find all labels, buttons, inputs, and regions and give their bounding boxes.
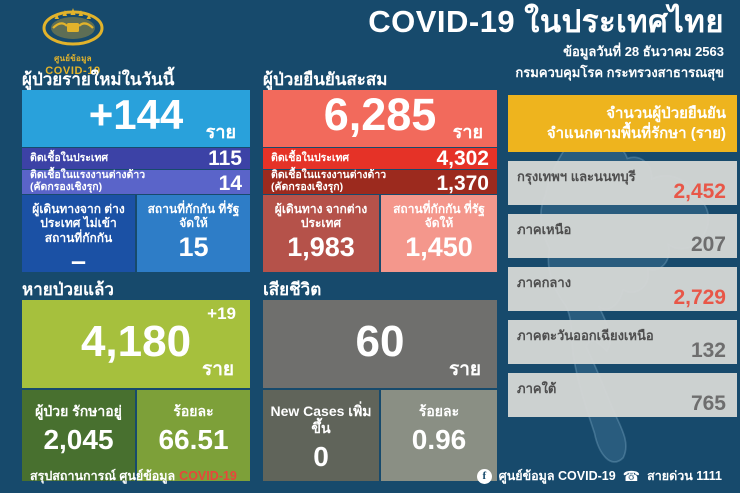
- cumulative-sub-boxes: ผู้เดินทาง จากต่างประเทศ 1,983 สถานที่กั…: [263, 195, 497, 272]
- page-title: COVID-19 ในประเทศไทย: [368, 4, 724, 39]
- stat-value: 115: [208, 147, 242, 170]
- data-date: ข้อมูลวันที่ 28 ธันวาคม 2563: [563, 43, 724, 59]
- stat-row-migrant-workers: ติดเชื้อในแรงงานต่างด้าว (คัดกรองเชิงรุก…: [263, 170, 497, 194]
- unit-label: ราย: [452, 122, 483, 142]
- recovered-total-box: +19 4,180 ราย: [22, 300, 250, 388]
- sub-value: 1,983: [287, 231, 355, 262]
- sub-label: ร้อยละ: [418, 403, 460, 419]
- stat-label: ติดเชื้อในแรงงานต่างด้าว (คัดกรองเชิงรุก…: [30, 169, 146, 193]
- footer-summary-text: สรุปสถานการณ์ ศูนย์ข้อมูล: [30, 469, 176, 483]
- sub-label: สถานที่กักกัน ที่รัฐจัดให้: [393, 202, 485, 231]
- travellers-from-abroad-box: ผู้เดินทาง จากต่างประเทศ 1,983: [263, 195, 379, 272]
- region-value: 2,729: [673, 285, 726, 309]
- region-value: 132: [690, 338, 726, 362]
- hotline-label: สายด่วน 1111: [647, 469, 722, 483]
- facebook-icon: f: [476, 468, 492, 484]
- panel-title: ผู้ป่วยยืนยันสะสม: [263, 70, 388, 89]
- header: COVID-19 ในประเทศไทย ข้อมูลวันที่ 28 ธัน…: [368, 4, 724, 83]
- region-label: ภาคกลาง: [517, 275, 572, 290]
- panel-title: ผู้ป่วยรายใหม่ในวันนี้: [22, 70, 175, 89]
- stat-row-domestic: ติดเชื้อในประเทศ 4,302: [263, 148, 497, 169]
- sub-label: ผู้เดินทางจาก ต่างประเทศ ไม่เข้าสถานที่ก…: [32, 202, 125, 245]
- footer-summary-highlight: COVID-19: [179, 469, 237, 483]
- sub-value: –: [70, 246, 87, 277]
- region-value: 2,452: [673, 179, 726, 203]
- region-label: ภาคเหนือ: [517, 222, 572, 237]
- deaths-sub-boxes: New Cases เพิ่มขึ้น 0 ร้อยละ 0.96: [263, 390, 497, 481]
- deaths-percent-box: ร้อยละ 0.96: [381, 390, 497, 481]
- new-cases-sub-boxes: ผู้เดินทางจาก ต่างประเทศ ไม่เข้าสถานที่ก…: [22, 195, 250, 276]
- recovered-sub-boxes: ผู้ป่วย รักษาอยู่ 2,045 ร้อยละ 66.51: [22, 390, 250, 481]
- region-row-north: ภาคเหนือ 207: [508, 214, 737, 258]
- stat-label: ติดเชื้อในประเทศ: [30, 151, 109, 164]
- agency-logo: ศูนย์ข้อมูล COVID-19: [34, 6, 112, 77]
- sub-value: 15: [178, 231, 209, 262]
- in-treatment-box: ผู้ป่วย รักษาอยู่ 2,045: [22, 390, 135, 481]
- deaths-total-box: 60 ราย: [263, 300, 497, 388]
- logo-text-line1: ศูนย์ข้อมูล: [54, 54, 92, 63]
- panel-cumulative-confirmed: ผู้ป่วยยืนยันสะสม 6,285 ราย ติดเชื้อในปร…: [263, 66, 497, 481]
- sub-value: 2,045: [43, 423, 114, 455]
- regions-heading: จำนวนผู้ป่วยยืนยัน จำแนกตามพื้นที่รักษา …: [508, 95, 737, 152]
- region-label: กรุงเทพฯ และนนทบุรี: [517, 169, 636, 184]
- panel-new-cases-today: ผู้ป่วยรายใหม่ในวันนี้ +144 ราย ติดเชื้อ…: [22, 66, 250, 481]
- recovered-value: 4,180: [80, 317, 192, 366]
- stat-label: ติดเชื้อในแรงงานต่างด้าว (คัดกรองเชิงรุก…: [271, 169, 387, 193]
- agency-name: กรมควบคุมโรค กระทรวงสาธารณสุข: [515, 64, 724, 80]
- state-quarantine-box: สถานที่กักกัน ที่รัฐจัดให้ 15: [137, 195, 250, 272]
- region-row-south: ภาคใต้ 765: [508, 373, 737, 417]
- region-value: 207: [690, 232, 726, 256]
- sub-label: ร้อยละ: [173, 403, 214, 419]
- cumulative-value: 6,285: [323, 89, 437, 140]
- panel-title: หายป่วยแล้ว: [22, 280, 114, 299]
- stat-value: 1,370: [436, 172, 489, 195]
- footer-contacts: f ศูนย์ข้อมูล COVID-19 ☎ สายด่วน 1111: [476, 466, 722, 486]
- region-label: ภาคใต้: [517, 381, 557, 396]
- unit-label: ราย: [448, 359, 481, 380]
- stat-value: 4,302: [436, 147, 489, 170]
- facebook-page-label: ศูนย์ข้อมูล COVID-19: [498, 469, 616, 483]
- sub-label: ผู้เดินทาง จากต่างประเทศ: [274, 202, 368, 231]
- new-cases-value: +144: [88, 91, 184, 138]
- panel-title: เสียชีวิต: [263, 280, 322, 299]
- recovered-delta: +19: [207, 304, 236, 323]
- region-row-northeast: ภาคตะวันออกเฉียงเหนือ 132: [508, 320, 737, 364]
- logo-text-line2: COVID-19: [45, 65, 101, 77]
- panel-regions: จำนวนผู้ป่วยยืนยัน จำแนกตามพื้นที่รักษา …: [508, 95, 737, 417]
- recovered-percent-box: ร้อยละ 66.51: [137, 390, 250, 481]
- region-row-central: ภาคกลาง 2,729: [508, 267, 737, 311]
- travellers-no-quarantine-box: ผู้เดินทางจาก ต่างประเทศ ไม่เข้าสถานที่ก…: [22, 195, 135, 276]
- deaths-value: 60: [355, 317, 405, 366]
- phone-icon: ☎: [622, 468, 641, 484]
- sub-value: 0: [313, 440, 329, 472]
- stat-value: 14: [218, 172, 242, 195]
- cumulative-total-box: 6,285 ราย: [263, 90, 497, 147]
- stat-row-domestic: ติดเชื้อในประเทศ 115: [22, 148, 250, 169]
- stat-row-migrant-workers: ติดเชื้อในแรงงานต่างด้าว (คัดกรองเชิงรุก…: [22, 170, 250, 194]
- region-row-bangkok: กรุงเทพฯ และนนทบุรี 2,452: [508, 161, 737, 205]
- new-deaths-box: New Cases เพิ่มขึ้น 0: [263, 390, 379, 481]
- sub-value: 66.51: [158, 423, 229, 455]
- stat-label: ติดเชื้อในประเทศ: [271, 151, 350, 164]
- sub-label: New Cases เพิ่มขึ้น: [270, 403, 372, 436]
- ministry-emblem-icon: [42, 8, 104, 46]
- state-quarantine-box: สถานที่กักกัน ที่รัฐจัดให้ 1,450: [381, 195, 497, 272]
- footer-summary: สรุปสถานการณ์ ศูนย์ข้อมูล COVID-19: [30, 466, 237, 486]
- sub-value: 1,450: [405, 231, 473, 262]
- sub-value: 0.96: [411, 423, 467, 455]
- new-cases-total-box: +144 ราย: [22, 90, 250, 147]
- region-label: ภาคตะวันออกเฉียงเหนือ: [517, 328, 654, 343]
- unit-label: ราย: [201, 359, 234, 380]
- region-value: 765: [690, 391, 726, 415]
- sub-label: ผู้ป่วย รักษาอยู่: [35, 403, 122, 419]
- unit-label: ราย: [205, 122, 236, 142]
- sub-label: สถานที่กักกัน ที่รัฐจัดให้: [147, 202, 240, 231]
